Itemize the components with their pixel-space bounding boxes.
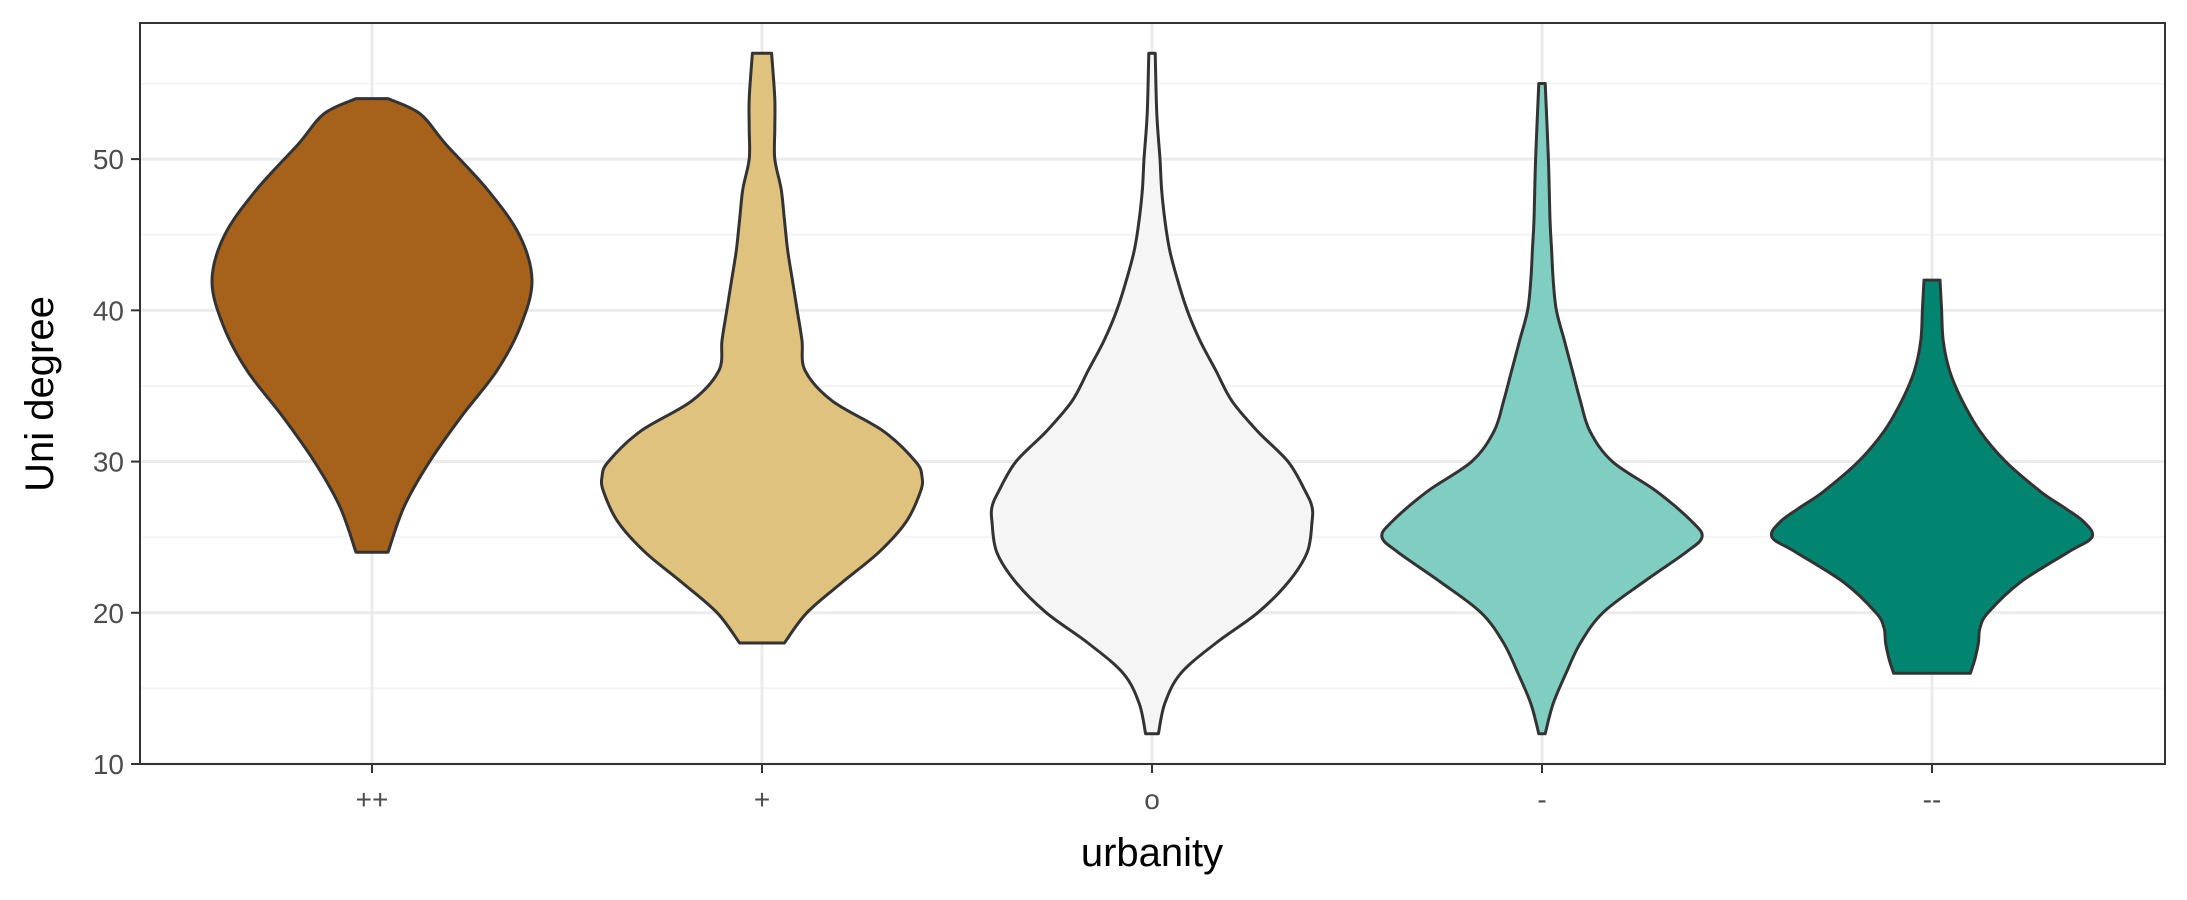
x-axis-title: urbanity xyxy=(1081,831,1223,875)
x-axis: ++ + o - -- xyxy=(356,764,1942,815)
x-tick-label: ++ xyxy=(356,784,389,815)
y-axis-title: Uni degree xyxy=(18,296,62,492)
y-tick-label: 20 xyxy=(93,598,124,629)
x-tick-label: - xyxy=(1537,784,1546,815)
violins xyxy=(210,51,2095,736)
y-tick-label: 50 xyxy=(93,144,124,175)
y-tick-label: 10 xyxy=(93,749,124,780)
y-tick-label: 40 xyxy=(93,295,124,326)
violin-3 xyxy=(989,51,1315,736)
x-tick-label: -- xyxy=(1923,784,1942,815)
y-tick-label: 30 xyxy=(93,447,124,478)
violin-1 xyxy=(210,97,534,554)
violin-4 xyxy=(1380,82,1704,736)
x-tick-label: + xyxy=(754,784,770,815)
y-axis: 10 20 30 40 50 xyxy=(93,144,140,780)
violin-2 xyxy=(599,51,925,645)
violin-5 xyxy=(1769,278,2095,675)
x-tick-label: o xyxy=(1144,784,1160,815)
